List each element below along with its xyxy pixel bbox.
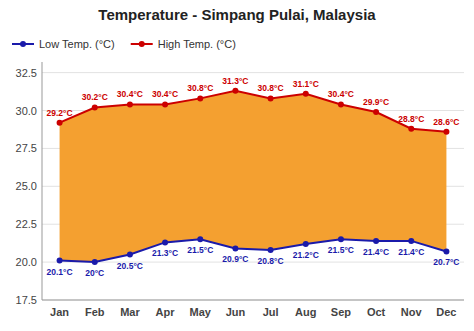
x-tick-label: May <box>190 306 212 318</box>
point <box>162 239 168 245</box>
x-tick-label: Jun <box>226 306 246 318</box>
x-axis-line <box>42 300 464 301</box>
x-tick-label: Nov <box>401 306 423 318</box>
x-tick-label: Feb <box>85 306 105 318</box>
data-label: 21.4°C <box>398 247 424 257</box>
data-label: 21.2°C <box>293 250 319 260</box>
point <box>338 236 344 242</box>
data-label: 28.8°C <box>398 114 424 124</box>
x-tick-label: Aug <box>295 306 316 318</box>
point <box>92 104 98 110</box>
data-label: 20.7°C <box>433 257 459 267</box>
data-label: 30.4°C <box>328 89 354 99</box>
y-tick-label: 20.0 <box>16 256 37 268</box>
point <box>92 259 98 265</box>
data-label: 31.3°C <box>222 76 248 86</box>
data-label: 20°C <box>85 268 104 278</box>
point <box>408 126 414 132</box>
chart: Temperature - Simpang Pulai, Malaysia 17.… <box>0 0 474 331</box>
x-tick-label: Sep <box>331 306 351 318</box>
x-tick-label: Apr <box>156 306 176 318</box>
y-tick-label: 30.0 <box>16 105 37 117</box>
x-tick-label: Dec <box>436 306 456 318</box>
data-label: 20.1°C <box>47 267 73 277</box>
y-tick-label: 17.5 <box>16 294 37 306</box>
point <box>57 258 63 264</box>
data-label: 21.4°C <box>363 247 389 257</box>
point <box>127 101 133 107</box>
data-label: 20.8°C <box>258 256 284 266</box>
point <box>373 238 379 244</box>
data-label: 30.2°C <box>82 92 108 102</box>
point <box>408 238 414 244</box>
title: Temperature - Simpang Pulai, Malaysia <box>98 6 376 23</box>
grid-line <box>42 262 464 263</box>
point <box>443 129 449 135</box>
data-label: 30.4°C <box>152 89 178 99</box>
range-band <box>60 91 447 262</box>
data-label: 30.8°C <box>187 83 213 93</box>
point <box>373 109 379 115</box>
x-tick-label: Jul <box>263 306 279 318</box>
y-tick-label: 25.0 <box>16 180 37 192</box>
point <box>303 91 309 97</box>
x-tick-label: Oct <box>367 306 386 318</box>
data-label: 20.9°C <box>222 254 248 264</box>
grid-line <box>42 72 464 73</box>
series-line <box>60 239 447 262</box>
data-label: 20.5°C <box>117 261 143 271</box>
point <box>268 247 274 253</box>
point <box>232 245 238 251</box>
x-tick-label: Mar <box>120 306 140 318</box>
point <box>57 120 63 126</box>
point <box>443 248 449 254</box>
point <box>162 101 168 107</box>
x-tick-label: Jan <box>50 306 69 318</box>
grid-line <box>42 300 464 301</box>
legend-marker <box>139 41 145 47</box>
point <box>268 95 274 101</box>
legend-label: High Temp. (°C) <box>158 38 236 50</box>
point <box>338 101 344 107</box>
y-tick-label: 32.5 <box>16 67 37 79</box>
legend-marker <box>20 41 26 47</box>
data-label: 30.4°C <box>117 89 143 99</box>
plot-area <box>57 88 450 265</box>
data-label: 29.9°C <box>363 97 389 107</box>
legend: Low Temp. (°C) High Temp. (°C) <box>12 38 236 50</box>
data-label: 31.1°C <box>293 79 319 89</box>
data-label: 29.2°C <box>47 108 73 118</box>
y-tick-label: 22.5 <box>16 218 37 230</box>
point <box>232 88 238 94</box>
data-label: 21.3°C <box>152 248 178 258</box>
data-label: 28.6°C <box>433 117 459 127</box>
point <box>303 241 309 247</box>
legend-label: Low Temp. (°C) <box>39 38 115 50</box>
point <box>197 236 203 242</box>
data-label: 21.5°C <box>187 245 213 255</box>
data-label: 21.5°C <box>328 245 354 255</box>
y-tick-label: 27.5 <box>16 142 37 154</box>
point <box>127 252 133 258</box>
data-label: 30.8°C <box>258 83 284 93</box>
y-axis-line <box>42 62 43 300</box>
point <box>197 95 203 101</box>
